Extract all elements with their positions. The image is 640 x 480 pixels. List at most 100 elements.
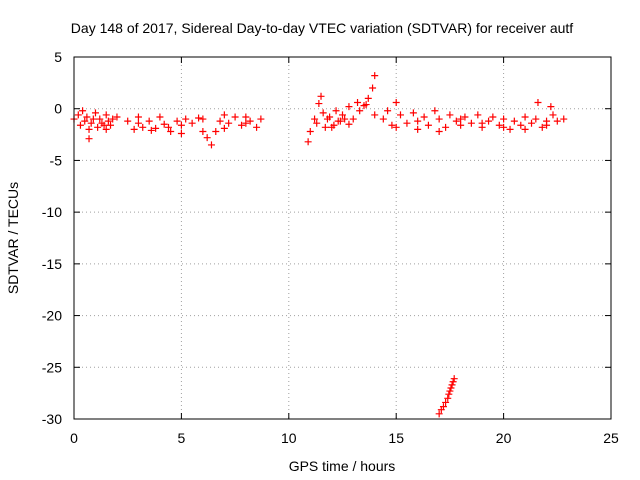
data-point — [323, 115, 331, 123]
data-point — [446, 111, 454, 119]
data-point — [257, 115, 265, 123]
data-point — [403, 119, 411, 127]
data-point — [188, 119, 196, 127]
data-point — [89, 115, 97, 123]
plot-frame — [73, 56, 612, 420]
x-tick-label: 20 — [496, 430, 512, 446]
data-point — [528, 119, 536, 127]
data-point — [371, 111, 379, 119]
series-segment-2 — [124, 111, 265, 149]
data-point — [449, 378, 457, 386]
data-point — [420, 113, 428, 121]
data-point — [549, 111, 557, 119]
data-point — [435, 115, 443, 123]
data-point — [478, 119, 486, 127]
data-point — [500, 115, 508, 123]
data-point — [384, 107, 392, 115]
data-point — [160, 120, 168, 128]
data-point — [98, 119, 106, 127]
data-point — [560, 115, 568, 123]
data-point — [203, 134, 211, 142]
y-tick-label: -25 — [42, 359, 62, 375]
data-point — [199, 115, 207, 123]
data-point — [474, 111, 482, 119]
data-point — [442, 123, 450, 131]
data-point — [216, 117, 224, 125]
data-point — [315, 100, 323, 108]
data-point — [81, 117, 89, 125]
data-point — [461, 113, 469, 121]
data-point — [242, 113, 250, 121]
data-point — [448, 381, 456, 389]
data-point — [199, 127, 207, 135]
data-point — [177, 130, 185, 138]
data-point — [212, 127, 220, 135]
data-point — [485, 117, 493, 125]
data-point — [354, 99, 362, 107]
data-point — [553, 117, 561, 125]
data-point — [339, 111, 346, 119]
y-tick-label: 0 — [54, 101, 62, 117]
data-point — [319, 109, 327, 117]
data-point — [317, 92, 325, 100]
data-point — [457, 115, 465, 123]
data-point — [109, 115, 117, 123]
data-point — [521, 113, 529, 121]
chart-title: Day 148 of 2017, Sidereal Day-to-day VTE… — [71, 20, 574, 36]
data-point — [145, 117, 153, 125]
data-point — [220, 111, 228, 119]
data-point — [225, 119, 233, 127]
y-axis-label: SDTVAR / TECUs — [5, 182, 21, 294]
data-point — [356, 107, 364, 115]
data-point — [177, 121, 185, 129]
data-point — [538, 123, 546, 131]
data-point — [207, 141, 215, 149]
y-tick-label: -5 — [50, 152, 63, 168]
data-point — [414, 117, 422, 125]
data-point — [147, 126, 155, 134]
data-point — [85, 135, 93, 143]
data-point — [445, 390, 453, 398]
data-point — [321, 123, 329, 131]
data-point — [431, 107, 439, 115]
series-segment-5 — [435, 375, 458, 418]
data-point — [500, 123, 508, 131]
data-point — [85, 125, 93, 133]
data-point — [83, 113, 91, 121]
data-point — [253, 123, 261, 131]
data-point — [336, 117, 344, 125]
data-point — [467, 119, 475, 127]
x-tick-label: 5 — [178, 430, 186, 446]
data-point — [328, 123, 336, 131]
data-point — [107, 121, 115, 129]
data-point — [152, 124, 160, 132]
data-point — [195, 114, 203, 122]
series-segment-3 — [304, 72, 379, 146]
data-point — [452, 117, 460, 125]
data-point — [392, 99, 400, 107]
data-point — [134, 113, 142, 121]
data-point — [371, 72, 379, 80]
series-segment-1 — [70, 107, 121, 143]
data-point — [304, 138, 312, 146]
data-point — [173, 117, 181, 125]
data-point — [220, 124, 228, 132]
data-point — [182, 115, 190, 123]
data-point — [447, 384, 455, 392]
x-tick-label: 25 — [603, 430, 619, 446]
data-point — [311, 115, 319, 123]
data-point — [246, 117, 254, 125]
data-point — [495, 121, 503, 129]
data-point — [139, 123, 147, 131]
data-point — [521, 125, 529, 133]
x-tick-label: 0 — [70, 430, 78, 446]
data-point — [345, 103, 353, 111]
y-tick-label: -20 — [42, 308, 62, 324]
x-tick-labels: 0 5 10 15 20 25 — [70, 430, 619, 446]
data-point — [543, 121, 551, 129]
data-point — [392, 123, 400, 131]
data-point — [313, 119, 321, 127]
x-axis-label: GPS time / hours — [289, 458, 396, 474]
series-segment-4 — [379, 99, 568, 135]
